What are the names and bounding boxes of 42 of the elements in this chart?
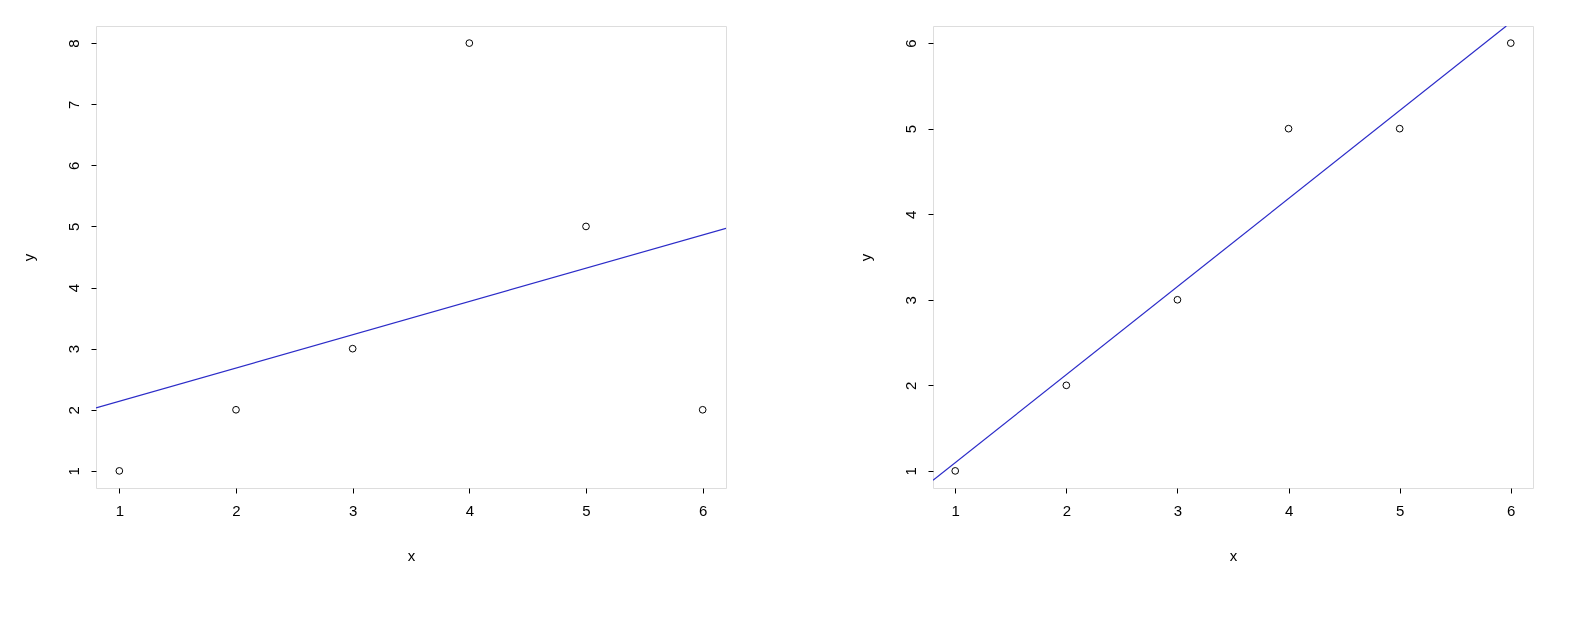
x-tick-label: 3 bbox=[1173, 501, 1183, 519]
x-tick-label: 1 bbox=[951, 501, 960, 519]
x-tick-label: 6 bbox=[1507, 501, 1516, 519]
y-tick-label: 4 bbox=[901, 210, 919, 219]
y-tick-label: 8 bbox=[64, 39, 82, 48]
y-tick-label: 5 bbox=[64, 222, 82, 232]
point bbox=[1173, 295, 1182, 304]
y-tick-label: 3 bbox=[64, 344, 82, 354]
x-tick-label: 5 bbox=[1395, 501, 1405, 519]
x-tick-label: 4 bbox=[1284, 501, 1294, 519]
x-tick-label: 2 bbox=[232, 501, 241, 519]
y-tick-label: 2 bbox=[64, 406, 82, 415]
x-tick-label: 6 bbox=[698, 501, 708, 519]
y-tick-label: 2 bbox=[901, 381, 919, 391]
point bbox=[698, 405, 707, 414]
y-tick-label: 7 bbox=[64, 100, 82, 109]
x-tick-label: 4 bbox=[465, 501, 475, 519]
point bbox=[232, 405, 240, 414]
x-axis-title: x bbox=[407, 546, 416, 564]
point bbox=[1062, 381, 1071, 390]
point bbox=[1284, 124, 1293, 133]
x-tick-label: 2 bbox=[1062, 501, 1072, 519]
point bbox=[465, 39, 474, 47]
y-axis-title: y bbox=[19, 253, 37, 262]
x-axis-title: x bbox=[1229, 546, 1238, 564]
x-tick-label: 5 bbox=[582, 501, 591, 519]
y-tick-label: 6 bbox=[64, 161, 82, 171]
x-tick-label: 3 bbox=[348, 501, 358, 519]
point bbox=[1395, 124, 1404, 133]
point bbox=[1506, 39, 1515, 47]
y-tick-label: 5 bbox=[901, 124, 919, 134]
point bbox=[582, 222, 590, 231]
y-tick-label: 4 bbox=[64, 283, 82, 293]
point bbox=[115, 467, 124, 475]
y-tick-label: 1 bbox=[901, 467, 919, 476]
y-axis-title: y bbox=[856, 253, 874, 262]
point bbox=[348, 344, 357, 353]
x-tick-label: 1 bbox=[115, 501, 125, 519]
point bbox=[951, 467, 960, 475]
y-tick-label: 6 bbox=[901, 39, 919, 48]
y-tick-label: 3 bbox=[901, 296, 919, 305]
y-tick-label: 1 bbox=[64, 467, 82, 476]
